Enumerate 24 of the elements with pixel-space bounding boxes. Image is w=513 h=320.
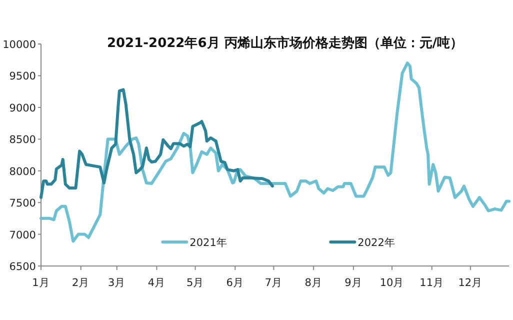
y-tick-label: 7000 bbox=[9, 229, 36, 242]
y-tick-label: 8500 bbox=[9, 134, 36, 146]
x-tick-label: 5月 bbox=[186, 277, 204, 289]
x-tick-label: 12月 bbox=[458, 277, 483, 289]
x-tick-label: 1月 bbox=[32, 277, 50, 289]
y-tick-label: 6500 bbox=[9, 261, 36, 273]
x-tick-label: 9月 bbox=[344, 277, 362, 289]
legend-label: 2022年 bbox=[358, 237, 396, 249]
legend-label: 2021年 bbox=[190, 237, 228, 249]
line-series bbox=[40, 88, 274, 199]
x-tick-label: 3月 bbox=[108, 277, 126, 289]
x-tick-label: 10月 bbox=[380, 277, 404, 289]
x-tick-label: 6月 bbox=[226, 277, 244, 289]
y-tick-label: 8000 bbox=[9, 166, 36, 178]
y-tick-label: 7500 bbox=[9, 198, 36, 210]
x-tick-label: 8月 bbox=[304, 277, 322, 289]
x-tick-label: 4月 bbox=[148, 277, 166, 289]
x-tick-label: 7月 bbox=[264, 277, 283, 289]
chart-title: 2021-2022年6月 丙烯山东市场价格走势图（单位：元/吨） bbox=[106, 35, 464, 51]
y-tick-label: 9000 bbox=[9, 102, 36, 114]
y-tick-label: 10000 bbox=[2, 39, 36, 51]
x-tick-label: 11月 bbox=[420, 277, 444, 289]
y-tick-label: 9500 bbox=[9, 70, 36, 83]
x-tick-label: 2月 bbox=[72, 277, 90, 289]
